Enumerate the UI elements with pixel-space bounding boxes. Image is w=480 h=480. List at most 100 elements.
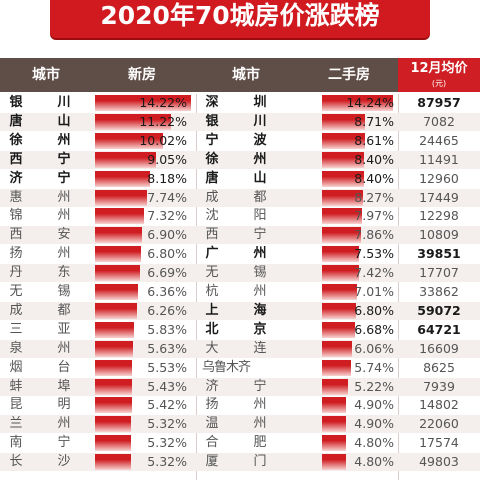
average-price: 8625 <box>423 359 455 375</box>
table-row: 西宁 9.05% 徐州 8.40% 11491 <box>0 150 480 169</box>
new-city-cell-char-1: 西 <box>9 151 23 167</box>
table-row: 兰州 5.32% 温州 4.90% 22060 <box>0 415 480 434</box>
second-city-cell-char-2: 波 <box>253 132 267 148</box>
second-city-cell: 沈阳 <box>198 207 288 225</box>
second-price-change: 6.68% <box>354 321 394 337</box>
second-price-change: 5.22% <box>354 378 394 394</box>
second-city-cell: 温州 <box>198 415 288 433</box>
second-price-bar <box>322 378 348 395</box>
average-price: 87957 <box>417 95 461 110</box>
table-row: 三亚 5.83% 北京 6.68% 64721 <box>0 321 480 339</box>
second-city-cell-char-2: 宁 <box>253 227 267 243</box>
second-city-cell: 北京 <box>198 321 288 339</box>
new-price-change: 5.32% <box>147 454 187 470</box>
header-city2: 城市 <box>232 67 260 83</box>
new-price-bar <box>95 435 131 452</box>
new-price-bar <box>95 95 192 111</box>
second-city-cell: 成都 <box>198 189 288 207</box>
new-price-bar <box>95 265 141 282</box>
second-city-cell-char-1: 厦 <box>205 454 219 470</box>
new-price-change: 10.02% <box>139 132 187 148</box>
table-row: 济宁 8.18% 唐山 8.40% 12960 <box>0 170 480 188</box>
second-city-cell-char-2: 山 <box>253 170 267 186</box>
average-price: 11491 <box>419 151 459 167</box>
second-city-cell-char-1: 宁 <box>205 132 219 148</box>
average-price: 22060 <box>419 416 459 432</box>
second-city-cell: 徐州 <box>198 151 288 169</box>
second-price-bar <box>322 170 364 187</box>
second-city-cell-char-2: 州 <box>253 284 267 299</box>
average-price: 12960 <box>419 170 459 186</box>
second-city-cell-char-2: 锡 <box>253 265 267 281</box>
second-price-bar <box>322 416 347 433</box>
new-price-bar <box>95 321 135 338</box>
new-price-bar <box>95 132 163 149</box>
new-city-cell-char-1: 扬 <box>9 246 23 262</box>
new-price-bar <box>95 170 151 187</box>
second-city-cell-char-1: 扬 <box>205 397 219 413</box>
new-city-cell-char-2: 川 <box>57 95 71 110</box>
header-avg-label: 12月均价 <box>410 61 468 76</box>
second-city-cell: 乌鲁木齐 <box>198 359 288 377</box>
second-city-cell-char-1: 无 <box>205 265 219 281</box>
new-city-cell-char-2: 州 <box>57 246 71 262</box>
average-price: 39851 <box>417 246 461 262</box>
second-city-cell-char-2: 川 <box>253 113 267 129</box>
new-city-cell-char-2: 埠 <box>57 378 71 394</box>
new-city-cell-char-1: 昆 <box>9 397 23 413</box>
second-price-change: 6.80% <box>354 302 394 318</box>
second-city-cell-char-2: 连 <box>253 340 267 356</box>
new-city-cell-char-1: 烟 <box>9 359 23 375</box>
new-price-bar <box>95 151 157 168</box>
second-city-cell-char-1: 深 <box>205 95 219 110</box>
new-price-bar <box>95 454 131 471</box>
second-city-cell-char-2: 州 <box>253 397 267 413</box>
new-city-cell-char-2: 宁 <box>57 170 71 186</box>
new-city-cell: 西安 <box>2 226 92 244</box>
new-city-cell-char-1: 三 <box>9 321 23 337</box>
new-price-change: 5.83% <box>147 321 187 337</box>
new-city-cell: 徐州 <box>2 132 92 150</box>
average-price: 64721 <box>417 321 461 337</box>
header-avg: 12月均价 (元) <box>398 58 480 92</box>
new-city-cell: 唐山 <box>2 113 92 131</box>
new-city-cell-char-2: 州 <box>57 416 71 432</box>
table-row: 西安 6.90% 西宁 7.86% 10809 <box>0 226 480 245</box>
average-price: 17449 <box>419 189 459 205</box>
header-avg-unit: (元) <box>431 79 447 88</box>
new-city-cell: 泉州 <box>2 340 92 358</box>
new-price-change: 11.22% <box>139 113 187 129</box>
new-city-cell-char-2: 台 <box>57 359 71 375</box>
average-price: 17707 <box>419 265 459 281</box>
table-row: 唐山 11.22% 银川 8.71% 7082 <box>0 112 480 131</box>
second-price-bar <box>322 208 362 225</box>
new-city-cell: 锦州 <box>2 207 92 225</box>
table-row: 锦州 7.32% 沈阳 7.97% 12298 <box>0 207 480 225</box>
table-row: 长沙 5.32% 厦门 4.80% 49803 <box>0 453 480 472</box>
second-city-cell: 扬州 <box>198 396 288 414</box>
second-price-change: 8.40% <box>354 151 394 167</box>
second-city-cell-char-2: 州 <box>253 246 267 262</box>
new-city-cell: 西宁 <box>2 151 92 169</box>
new-city-cell-char-2: 沙 <box>57 454 71 470</box>
new-city-cell-char-1: 兰 <box>9 416 23 432</box>
table-row: 徐州 10.02% 宁波 8.61% 24465 <box>0 132 480 150</box>
table-row: 南宁 5.32% 合肥 4.80% 17574 <box>0 434 480 452</box>
new-city-cell-char-2: 明 <box>57 397 71 413</box>
header-second: 二手房 <box>328 67 370 83</box>
new-city-cell-char-1: 徐 <box>9 132 23 148</box>
second-city-cell-char-2: 海 <box>253 302 267 318</box>
average-price: 10809 <box>419 227 459 243</box>
new-city-cell-char-2: 宁 <box>57 151 71 167</box>
second-price-change: 7.01% <box>354 284 394 299</box>
second-price-bar <box>322 359 351 376</box>
average-price: 7082 <box>423 113 455 129</box>
new-city-cell-char-1: 长 <box>9 454 23 470</box>
second-city-cell: 西宁 <box>198 226 288 244</box>
average-price: 17574 <box>419 435 459 451</box>
new-price-change: 14.22% <box>139 95 187 110</box>
new-city-cell-char-1: 无 <box>9 284 23 299</box>
average-price: 16609 <box>419 340 459 356</box>
new-city-cell-char-1: 西 <box>9 227 23 243</box>
